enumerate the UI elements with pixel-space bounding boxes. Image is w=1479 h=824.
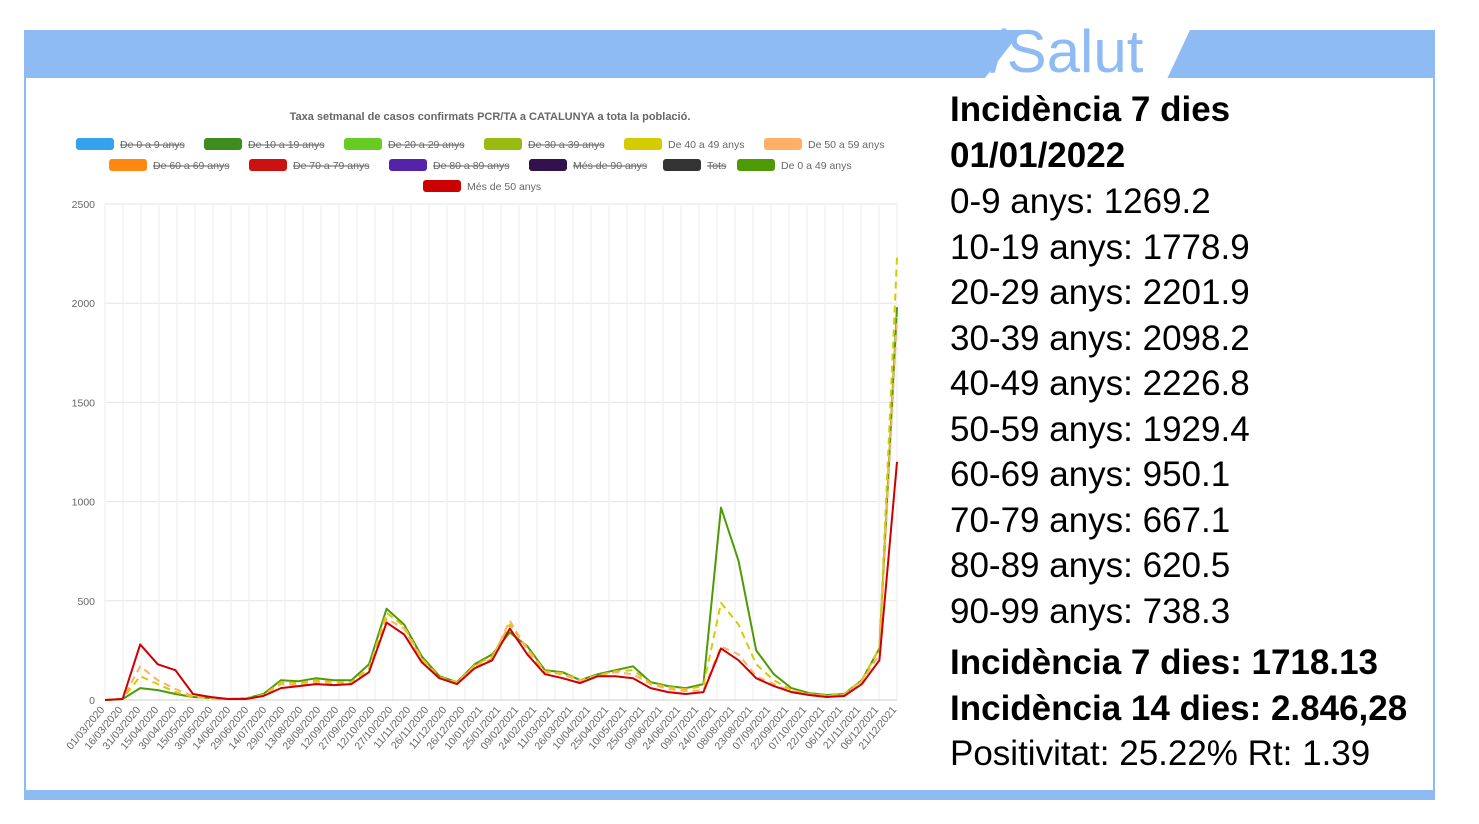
legend-swatch (76, 138, 114, 150)
stats-heading-date: 01/01/2022 (950, 136, 1126, 175)
series-line (104, 461, 898, 701)
incidence-7-days: Incidència 7 dies: 1718.13 (950, 643, 1379, 682)
y-tick-label: 500 (77, 596, 95, 608)
chart-legend: De 0 a 9 anys De 10 a 19 anys De 20 a 29 a… (76, 138, 884, 193)
header-bar (24, 30, 1435, 78)
content-frame (24, 30, 1435, 800)
legend-label: De 30 a 39 anys (528, 139, 604, 151)
legend-item[interactable]: Tots (663, 159, 726, 172)
legend-swatch (529, 159, 567, 171)
salut-logo: /Salut (990, 18, 1144, 85)
legend-item[interactable]: De 50 a 59 anys (764, 138, 884, 151)
legend-item[interactable]: De 0 a 49 anys (737, 159, 852, 172)
legend-label: De 0 a 49 anys (781, 160, 852, 172)
legend-item[interactable]: De 20 a 29 anys (344, 138, 464, 151)
legend-swatch (737, 159, 775, 171)
legend-label: Tots (707, 160, 726, 172)
legend-label: De 60 a 69 anys (153, 160, 229, 172)
legend-swatch (764, 138, 802, 150)
age-row: 30-39 anys: 2098.2 (950, 318, 1250, 358)
age-row: 70-79 anys: 667.1 (950, 500, 1231, 540)
logo-cutout (985, 30, 1190, 78)
age-row: 0-9 anys: 1269.2 (950, 182, 1211, 221)
age-row: 60-69 anys: 950.1 (950, 455, 1231, 494)
legend-item[interactable]: De 70 a 79 anys (249, 159, 369, 172)
age-row: 90-99 anys: 738.3 (950, 591, 1231, 631)
legend-label: De 50 a 59 anys (808, 139, 884, 151)
legend-swatch (109, 159, 147, 171)
legend-swatch (344, 138, 382, 150)
y-tick-label: 1500 (72, 397, 96, 409)
legend-label: De 20 a 29 anys (388, 139, 464, 151)
legend-swatch (389, 159, 427, 171)
y-tick-label: 1000 (72, 497, 96, 509)
incidence-14-days: Incidència 14 dies: 2.846,28 (950, 689, 1408, 728)
legend-swatch (624, 138, 662, 150)
x-axis: 01/03/202016/03/202031/03/202015/04/2020… (64, 704, 899, 752)
legend-swatch (204, 138, 242, 150)
legend-item[interactable]: De 0 a 9 anys (76, 138, 185, 151)
age-row: 20-29 anys: 2201.9 (950, 273, 1250, 312)
chart-title: Taxa setmanal de casos confirmats PCR/TA… (290, 111, 691, 123)
legend-item[interactable]: De 40 a 49 anys (624, 138, 744, 151)
age-row: 50-59 anys: 1929.4 (950, 409, 1250, 449)
y-axis: 0 500 1000 1500 2000 2500 (72, 199, 96, 707)
legend-label: De 0 a 9 anys (120, 139, 185, 151)
legend-swatch (484, 138, 522, 150)
positivity-rt: Positivitat: 25.22% Rt: 1.39 (950, 734, 1371, 773)
legend-swatch (423, 180, 461, 192)
y-tick-label: 0 (89, 695, 95, 707)
legend-swatch (663, 159, 701, 171)
chart-series (104, 257, 898, 701)
legend-label: De 70 a 79 anys (293, 160, 369, 172)
y-tick-label: 2500 (72, 199, 96, 211)
legend-item[interactable]: De 10 a 19 anys (204, 138, 324, 151)
legend-item[interactable]: De 80 a 89 anys (389, 159, 509, 172)
legend-label: Més de 90 anys (573, 160, 647, 172)
legend-label: De 40 a 49 anys (668, 139, 744, 151)
age-row: 40-49 anys: 2226.8 (950, 364, 1250, 403)
legend-item[interactable]: Més de 50 anys (423, 180, 541, 193)
chart-grid (104, 203, 898, 701)
age-row: 80-89 anys: 620.5 (950, 546, 1231, 585)
legend-swatch (249, 159, 287, 171)
stats-heading-line1: Incidència 7 dies (950, 90, 1231, 129)
footer-bar (24, 790, 1435, 800)
y-tick-label: 2000 (72, 298, 96, 310)
legend-item[interactable]: De 30 a 39 anys (484, 138, 604, 151)
legend-label: Més de 50 anys (467, 181, 541, 193)
incidence-chart: Taxa setmanal de casos confirmats PCR/TA… (64, 111, 899, 752)
legend-label: De 80 a 89 anys (433, 160, 509, 172)
legend-item[interactable]: De 60 a 69 anys (109, 159, 229, 172)
age-row: 10-19 anys: 1778.9 (950, 227, 1250, 267)
legend-item[interactable]: Més de 90 anys (529, 159, 647, 172)
legend-label: De 10 a 19 anys (248, 139, 324, 151)
